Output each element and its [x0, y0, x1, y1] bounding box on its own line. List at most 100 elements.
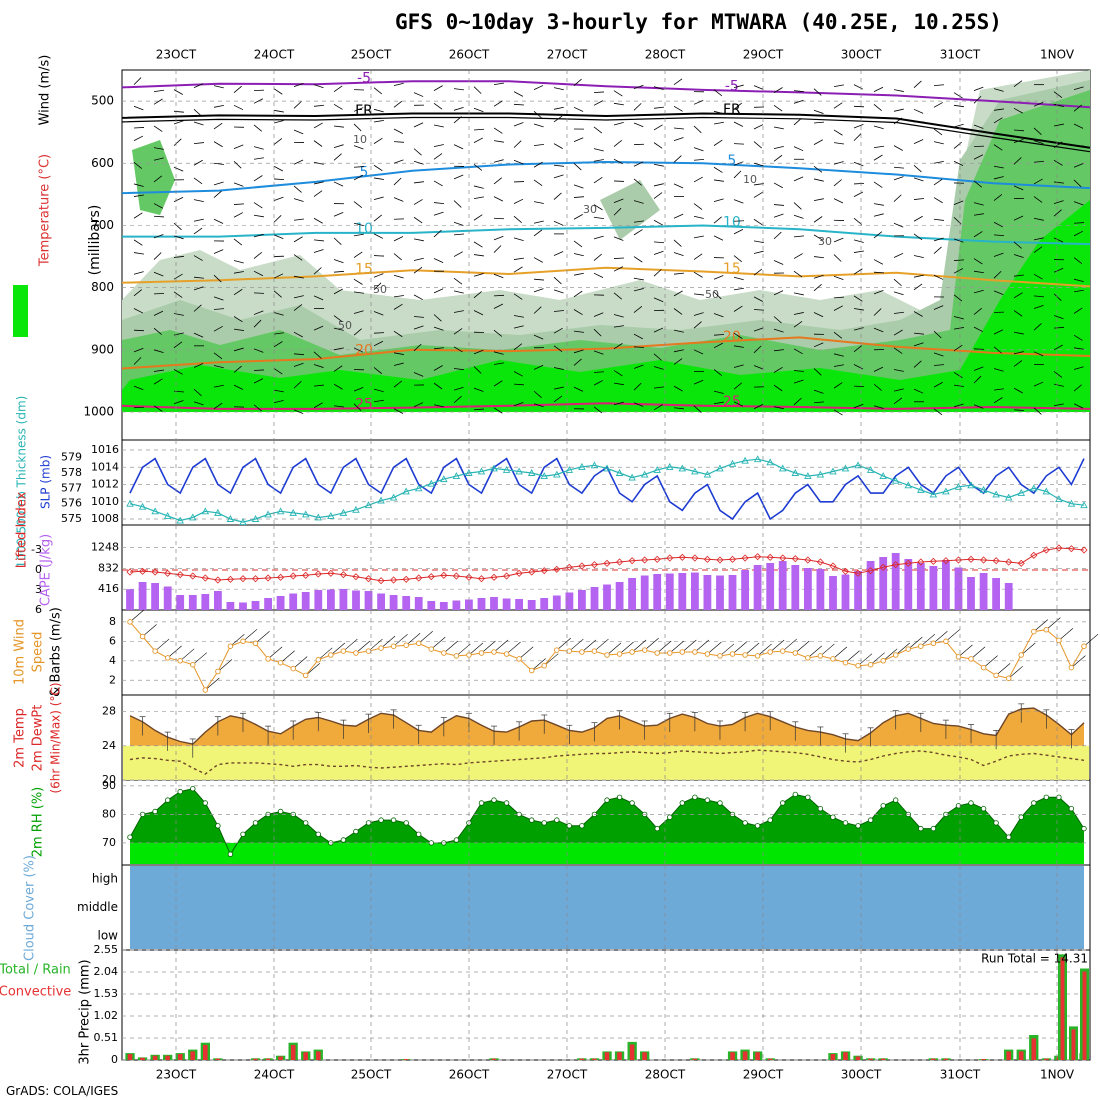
wind-barb	[593, 159, 604, 162]
wind-speed-marker	[629, 649, 635, 655]
wind-barb	[473, 185, 484, 189]
wind-barb	[493, 177, 503, 185]
wind-barb	[393, 128, 404, 135]
wind-barb	[753, 296, 764, 302]
contour-label: 20	[355, 342, 373, 358]
wind-barb	[893, 311, 904, 314]
wind-barb	[873, 308, 882, 316]
wind-barb	[353, 166, 365, 168]
wind-barb	[273, 273, 284, 279]
rh-contour-label: 50	[373, 283, 387, 296]
wind-barb	[653, 124, 663, 131]
wind-barb	[973, 202, 984, 206]
wind-barb	[513, 198, 524, 204]
wind-barb-10m	[205, 677, 220, 691]
lifted-index-marker	[904, 559, 912, 567]
wind-barb	[273, 389, 284, 393]
wind-barb	[333, 327, 344, 331]
cape-bar	[452, 600, 461, 610]
wind-barb	[453, 251, 463, 257]
wind-speed-marker	[152, 648, 158, 654]
thickness-marker	[854, 461, 862, 469]
temperature-contour	[121, 112, 1091, 149]
wind-barb	[133, 357, 142, 365]
cape-bar	[188, 595, 197, 610]
wind-speed-marker	[1056, 637, 1062, 644]
wind-barb	[213, 190, 222, 198]
wind-barb	[973, 404, 984, 409]
wind-barb	[373, 177, 384, 180]
wind-barb-10m	[569, 638, 584, 652]
rh-contour-label: 50	[705, 288, 719, 301]
wind-barb	[193, 199, 204, 203]
wind-barb	[633, 229, 643, 236]
wind-barb	[633, 306, 643, 313]
wind-barb	[933, 330, 942, 339]
wind-barb	[833, 331, 843, 339]
wind-barb	[993, 252, 1004, 257]
wind-barb	[673, 137, 684, 141]
wind-barb	[373, 273, 384, 278]
pressure-tick-label: 800	[91, 280, 114, 294]
wind-barb	[493, 140, 504, 143]
wind-barb	[653, 269, 662, 277]
wind-barb	[233, 365, 242, 373]
thickness-marker	[440, 475, 448, 483]
wind-barb	[393, 303, 403, 310]
cape-bar	[439, 602, 448, 610]
wind-barb	[233, 182, 244, 187]
wind-barb	[833, 179, 842, 187]
convective-precip-bar	[830, 1054, 836, 1060]
cape-bar	[352, 590, 360, 610]
wind-speed-marker	[453, 653, 460, 659]
wind-barb	[653, 386, 664, 389]
wind-barb	[133, 212, 143, 219]
wind-barb	[353, 107, 364, 112]
contour-label: 25	[355, 396, 373, 412]
convective-precip-bar	[868, 1058, 873, 1060]
wind-barb	[733, 161, 744, 166]
cape-bar	[590, 587, 599, 610]
thickness-marker	[553, 470, 561, 478]
wind-barb	[413, 160, 424, 165]
wind-barb	[613, 102, 624, 106]
wind-barb	[933, 141, 944, 145]
wind-speed-marker	[503, 651, 510, 657]
wind-barb	[253, 89, 265, 92]
wind-barb	[833, 237, 844, 243]
lifted-index-marker	[540, 567, 548, 575]
wind-barb	[373, 332, 385, 334]
wind-barb	[1013, 331, 1024, 335]
wind-barb	[633, 256, 643, 263]
wind-barb	[333, 365, 343, 372]
wind-barb	[393, 197, 404, 202]
wind-barb	[293, 129, 304, 135]
wind-barb	[293, 236, 303, 243]
wind-barb	[213, 352, 223, 360]
temp-tick-label: 24	[102, 739, 116, 752]
wind-barb	[153, 310, 164, 316]
wind-barb	[1073, 403, 1084, 409]
wind-speed-marker	[641, 647, 648, 653]
wind-barb	[1053, 383, 1064, 387]
wind-speed-marker	[528, 667, 535, 674]
wind-barb	[713, 390, 724, 394]
wind-barb	[493, 217, 505, 220]
li-tick-label: -3	[31, 543, 42, 556]
thickness-marker	[804, 472, 812, 480]
wind-barb	[533, 288, 544, 293]
thickness-marker	[427, 479, 436, 487]
wind-speed-marker	[340, 648, 347, 654]
wind-barb	[693, 349, 704, 355]
wind-barb	[353, 201, 363, 209]
y-label-10m-wind: 10m Wind	[13, 619, 28, 685]
thickness-marker	[1017, 488, 1025, 496]
wind-speed-marker	[164, 655, 171, 661]
wind-barb	[613, 292, 623, 300]
temperature-contour	[122, 224, 1091, 246]
wind-barb	[133, 308, 144, 314]
thickness-marker	[138, 502, 147, 510]
wind-barb	[513, 325, 524, 329]
lifted-index-marker	[804, 556, 812, 564]
wind-barb	[1053, 267, 1064, 273]
